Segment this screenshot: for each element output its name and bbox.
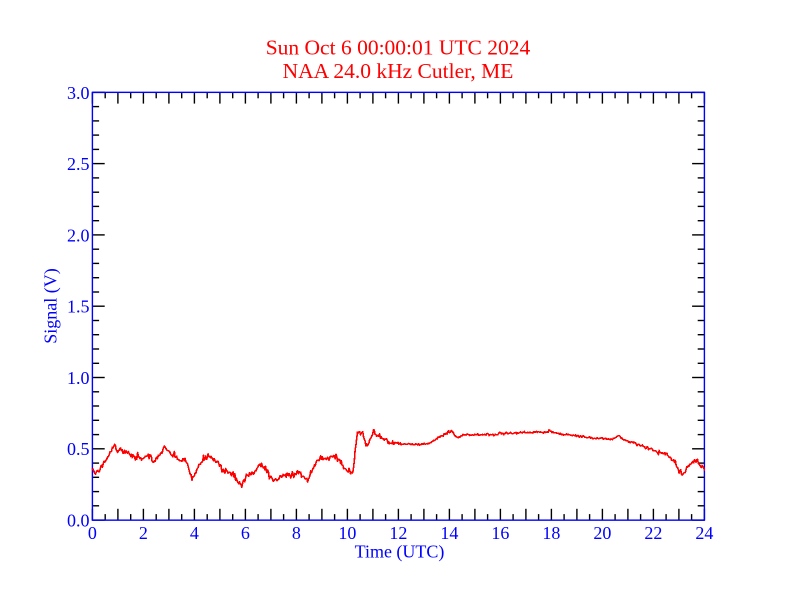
- svg-text:NAA 24.0 kHz Cutler, ME: NAA 24.0 kHz Cutler, ME: [283, 59, 514, 83]
- svg-text:2: 2: [139, 523, 148, 543]
- svg-text:0: 0: [88, 523, 97, 543]
- svg-text:14: 14: [440, 523, 458, 543]
- svg-text:4: 4: [190, 523, 199, 543]
- svg-text:18: 18: [542, 523, 560, 543]
- svg-text:8: 8: [292, 523, 301, 543]
- svg-text:10: 10: [338, 523, 356, 543]
- svg-text:Signal (V): Signal (V): [41, 268, 62, 344]
- svg-text:3.0: 3.0: [67, 83, 90, 103]
- svg-text:0.5: 0.5: [67, 439, 90, 459]
- svg-text:24: 24: [695, 523, 713, 543]
- svg-text:0.0: 0.0: [67, 511, 90, 531]
- svg-text:2.5: 2.5: [67, 154, 90, 174]
- svg-text:12: 12: [389, 523, 407, 543]
- svg-text:Sun Oct 6 00:00:01 UTC 2024: Sun Oct 6 00:00:01 UTC 2024: [266, 36, 531, 60]
- svg-text:2.0: 2.0: [67, 225, 90, 245]
- svg-text:Time (UTC): Time (UTC): [355, 541, 445, 562]
- svg-text:1.5: 1.5: [67, 297, 90, 317]
- svg-text:22: 22: [644, 523, 662, 543]
- svg-text:16: 16: [491, 523, 509, 543]
- svg-text:1.0: 1.0: [67, 368, 90, 388]
- svg-text:20: 20: [593, 523, 611, 543]
- svg-text:6: 6: [241, 523, 250, 543]
